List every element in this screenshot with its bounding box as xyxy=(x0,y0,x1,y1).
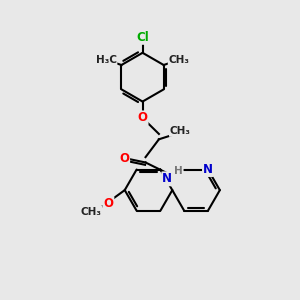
Text: O: O xyxy=(119,152,129,164)
Text: H₃C: H₃C xyxy=(95,55,116,64)
Text: H: H xyxy=(174,166,183,176)
Text: Cl: Cl xyxy=(136,31,149,44)
Text: CH₃: CH₃ xyxy=(81,207,102,217)
Text: CH₃: CH₃ xyxy=(170,126,191,136)
Text: N: N xyxy=(162,172,172,185)
Text: N: N xyxy=(203,163,213,176)
Text: CH₃: CH₃ xyxy=(169,55,190,64)
Text: O: O xyxy=(138,111,148,124)
Text: O: O xyxy=(103,197,113,210)
